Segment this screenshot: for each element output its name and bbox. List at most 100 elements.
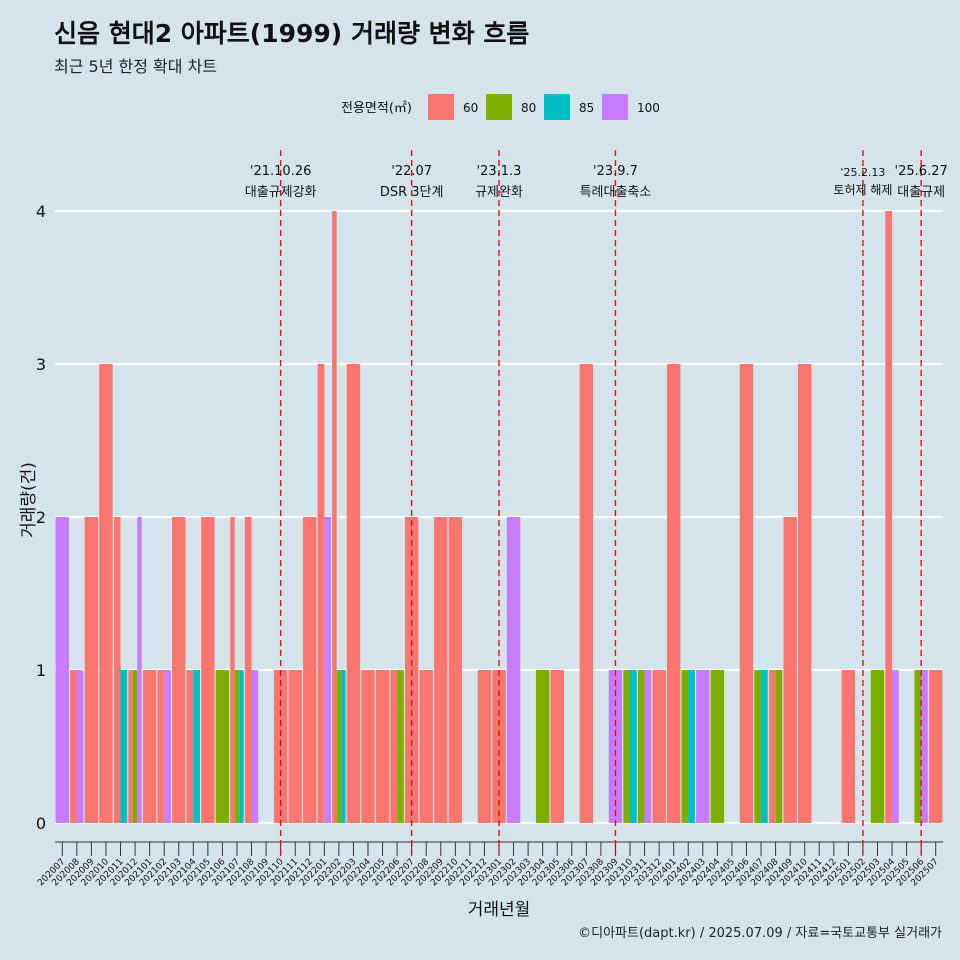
- bar-100-202108: [251, 670, 259, 823]
- y-tick-label: 1: [36, 661, 46, 680]
- bar-60-202008: [70, 670, 77, 823]
- bar-80-202202: [336, 670, 342, 823]
- bar-60-202107: [230, 517, 235, 823]
- bar-80-202106: [215, 670, 230, 823]
- annotation-label: 특례대출축소: [580, 185, 652, 200]
- bar-80-202503: [870, 670, 885, 823]
- bar-60-202209: [434, 517, 448, 823]
- y-axis-title: 거래량(건): [19, 462, 39, 538]
- bar-100-202506: [921, 670, 928, 823]
- bar-80-202206: [397, 670, 404, 823]
- bar-60-202305: [550, 670, 564, 823]
- bar-100-202403: [696, 670, 710, 823]
- annotation-date: '25.6.27: [895, 164, 948, 179]
- bar-60-202103: [172, 517, 186, 823]
- legend-swatch-85: [544, 94, 570, 120]
- annotation-label: DSR 3단계: [380, 185, 444, 200]
- annotation-label: 대출규제강화: [245, 185, 317, 200]
- bar-60-202312: [652, 670, 666, 823]
- bar-80-202310: [623, 670, 631, 823]
- bar-60-202205: [375, 670, 390, 823]
- bar-100-202309: [608, 670, 623, 823]
- bar-85-202402: [688, 670, 695, 823]
- bar-80-202107: [234, 670, 240, 823]
- chart-title: 신음 현대2 아파트(1999) 거래량 변화 흐름: [54, 19, 530, 48]
- bar-60-202010: [99, 364, 113, 823]
- bar-80-202404: [710, 670, 725, 823]
- annotation-date: '23.1.3: [477, 164, 522, 179]
- bar-100-202007: [55, 517, 69, 823]
- bar-60-202201: [317, 364, 325, 823]
- legend-swatch-60: [428, 94, 454, 120]
- bar-60-202206: [390, 670, 398, 823]
- bar-60-202011: [113, 517, 121, 823]
- bar-60-202406: [739, 364, 754, 823]
- bar-60-202204: [361, 670, 375, 823]
- bar-60-202212: [477, 670, 492, 823]
- source-caption: ©디아파트(dapt.kr) / 2025.07.09 / 자료=국토교통부 실…: [578, 926, 942, 941]
- bar-85-202310: [630, 670, 637, 823]
- bar-60-202507: [929, 670, 943, 823]
- legend-label-100: 100: [637, 101, 660, 115]
- bar-60-202408: [768, 670, 776, 823]
- bar-100-202504: [892, 670, 899, 823]
- legend-label-80: 80: [521, 101, 536, 115]
- bar-60-202210: [448, 517, 463, 823]
- bar-60-202104: [186, 670, 194, 823]
- legend-label-85: 85: [579, 101, 594, 115]
- bar-80-202304: [535, 670, 550, 823]
- bar-60-202112: [303, 517, 317, 823]
- bar-60-202102: [157, 670, 165, 823]
- legend-label-60: 60: [463, 101, 478, 115]
- bar-100-202008: [76, 670, 84, 823]
- annotation-label: 대출규제: [897, 185, 945, 200]
- annotation-label: 규제완화: [475, 185, 523, 200]
- bar-60-202111: [288, 670, 302, 823]
- bar-80-202407: [754, 670, 762, 823]
- annotation-label: 토허제 해제: [833, 183, 892, 197]
- annotation-date: '25.2.13: [840, 166, 885, 179]
- bar-85-202104: [193, 670, 200, 823]
- bar-80-202506: [914, 670, 922, 823]
- bar-100-202012: [137, 517, 142, 823]
- bar-85-202107: [239, 670, 244, 823]
- bar-60-202012: [128, 670, 133, 823]
- legend-title: 전용면적(㎡): [341, 101, 412, 116]
- legend-swatch-80: [486, 94, 512, 120]
- bar-100-202311: [644, 670, 652, 823]
- legend-swatch-100: [602, 94, 628, 120]
- bar-85-202202: [341, 670, 346, 823]
- bar-60-202203: [346, 364, 361, 823]
- bar-80-202408: [775, 670, 783, 823]
- bar-60-202202: [332, 211, 337, 823]
- bar-60-202409: [783, 517, 797, 823]
- bar-60-202108: [244, 517, 252, 823]
- bar-60-202009: [84, 517, 99, 823]
- annotation-date: '22.07: [391, 164, 432, 179]
- y-tick-label: 2: [36, 508, 46, 527]
- annotation-date: '23.9.7: [593, 164, 638, 179]
- bar-80-202311: [637, 670, 645, 823]
- bar-100-202102: [164, 670, 171, 823]
- bar-60-202401: [666, 364, 681, 823]
- y-tick-label: 0: [36, 814, 46, 833]
- bar-85-202407: [761, 670, 768, 823]
- bar-60-202101: [142, 670, 157, 823]
- bar-60-202105: [201, 517, 215, 823]
- bar-100-202302: [506, 517, 521, 823]
- y-tick-label: 4: [36, 202, 46, 221]
- bar-60-202110: [273, 670, 288, 823]
- chart-subtitle: 최근 5년 한정 확대 차트: [54, 57, 218, 76]
- bar-60-202504: [885, 211, 893, 823]
- annotation-date: '21.10.26: [250, 164, 311, 179]
- bar-60-202410: [798, 364, 812, 823]
- y-tick-label: 3: [36, 355, 46, 374]
- bar-80-202012: [132, 670, 138, 823]
- bar-100-202201: [324, 517, 332, 823]
- bar-85-202011: [120, 670, 128, 823]
- bar-60-202208: [419, 670, 433, 823]
- bar-60-202307: [579, 364, 594, 823]
- bar-60-202501: [841, 670, 856, 823]
